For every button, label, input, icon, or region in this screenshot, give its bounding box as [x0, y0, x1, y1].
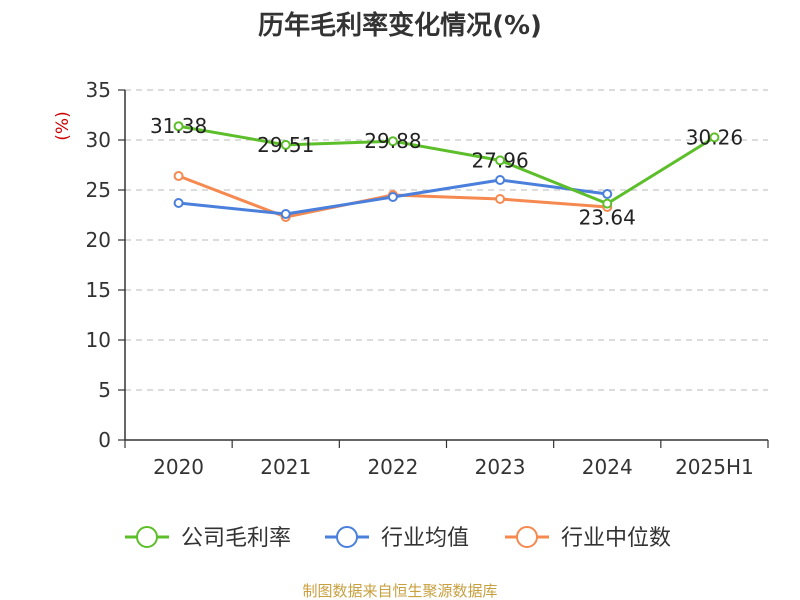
legend-marker — [336, 526, 358, 548]
y-tick-label: 0 — [98, 428, 111, 452]
legend-marker — [516, 526, 538, 548]
data-label: 30.26 — [686, 125, 743, 149]
series-layer — [173, 121, 720, 222]
series-line-0 — [178, 124, 716, 206]
axes: 0 5 10 15 20 25 30 35 2020 2021 2022 2023 2024 2025H1 — [86, 78, 769, 479]
data-point — [173, 121, 184, 132]
data-label: 27.96 — [471, 148, 528, 172]
data-label: 29.51 — [257, 133, 314, 157]
y-tick-label: 20 — [86, 228, 111, 252]
data-point — [173, 171, 184, 181]
y-tick-label: 10 — [86, 328, 111, 352]
x-tick-label: 2025H1 — [675, 455, 754, 479]
data-label: 31.38 — [150, 114, 207, 138]
data-point — [280, 139, 291, 150]
data-point — [387, 136, 398, 147]
legend-marker — [136, 526, 158, 548]
x-tick-label: 2020 — [153, 455, 204, 479]
legend-label: 公司毛利率 — [181, 526, 291, 551]
x-tick-label: 2024 — [582, 455, 633, 479]
y-axis-unit: (%) — [53, 111, 73, 140]
legend-label: 行业中位数 — [561, 526, 671, 551]
data-point — [495, 194, 506, 204]
y-tick-label: 30 — [86, 128, 111, 152]
legend: 公司毛利率 行业均值 行业中位数 — [125, 526, 671, 551]
y-tick-label: 5 — [98, 378, 111, 402]
data-point — [602, 189, 613, 199]
data-label: 29.88 — [364, 129, 421, 153]
y-tick-label: 15 — [86, 278, 111, 302]
data-label: 23.64 — [579, 206, 636, 230]
data-point — [173, 198, 184, 208]
y-tick-label: 35 — [86, 78, 111, 102]
chart-title: 历年毛利率变化情况(%) — [258, 10, 542, 41]
x-tick-label: 2021 — [260, 455, 311, 479]
data-labels: 31.38 29.51 29.88 27.96 23.64 30.26 — [150, 114, 743, 229]
data-point — [709, 132, 720, 143]
y-tick-label: 25 — [86, 178, 111, 202]
data-point — [495, 175, 506, 185]
x-tick-label: 2023 — [475, 455, 526, 479]
source-note: 制图数据来自恒生聚源数据库 — [302, 582, 497, 600]
legend-label: 行业均值 — [381, 526, 469, 551]
data-point — [280, 209, 291, 219]
x-tick-label: 2022 — [367, 455, 418, 479]
data-point — [495, 155, 506, 166]
data-point — [387, 192, 398, 202]
data-point — [602, 198, 613, 209]
